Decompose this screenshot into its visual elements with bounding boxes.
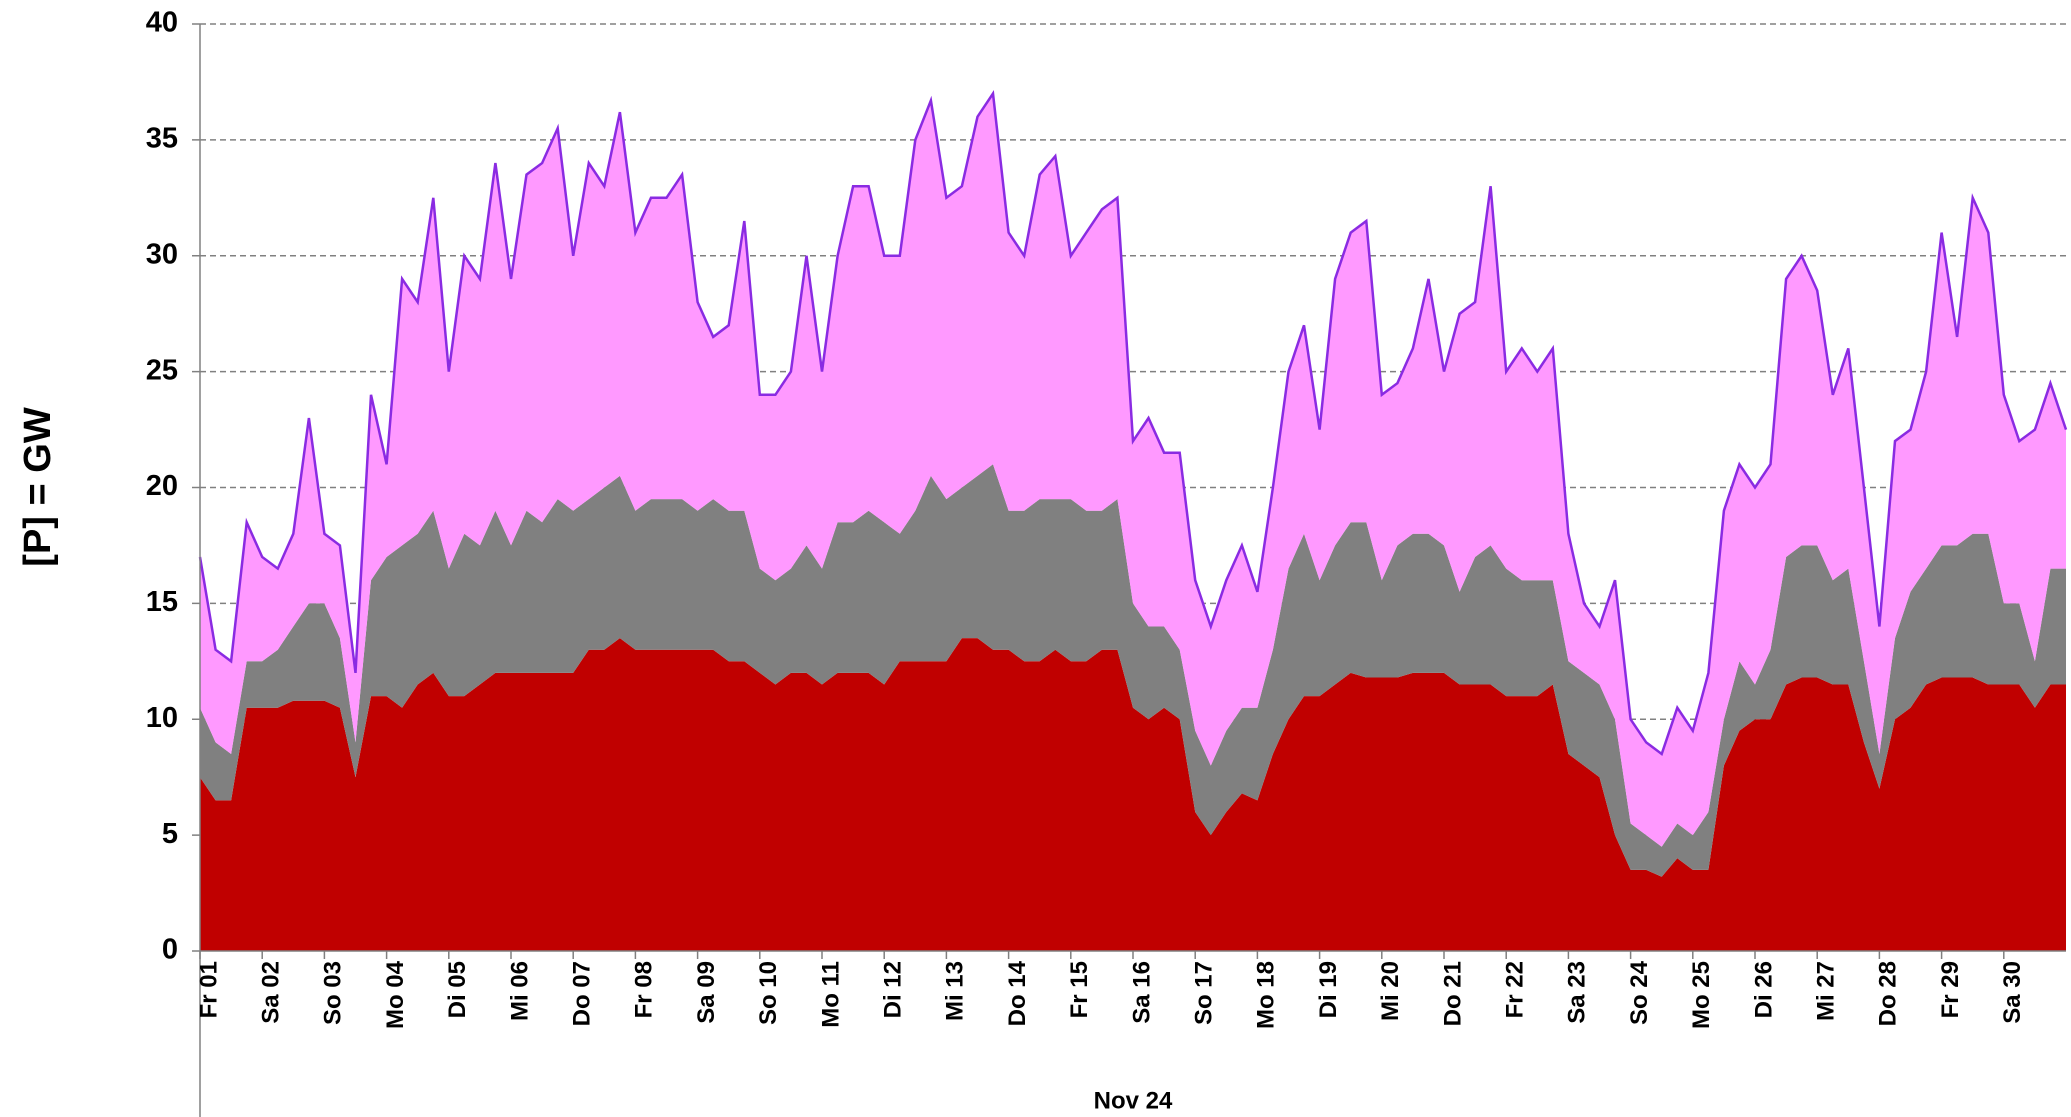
x-tick-label: Fr 29 <box>1937 961 1964 1018</box>
area <box>200 93 2066 847</box>
x-tick-label: Mi 20 <box>1377 961 1404 1021</box>
y-tick-label: 5 <box>162 818 178 850</box>
y-tick-label: 40 <box>146 7 178 39</box>
x-tick-label: Fr 22 <box>1502 961 1529 1018</box>
x-tick-label: Do 28 <box>1875 961 1902 1026</box>
y-tick-label: 30 <box>146 238 178 270</box>
x-tick-label: Do 21 <box>1439 961 1466 1026</box>
x-tick-label: Fr 08 <box>631 961 658 1018</box>
x-tick-label: Mo 25 <box>1688 961 1715 1029</box>
y-tick-label: 15 <box>146 586 178 618</box>
x-tick-label: Mo 11 <box>817 961 844 1028</box>
y-axis-label: [P] = GW <box>17 407 59 567</box>
x-tick-label: Mi 27 <box>1813 961 1840 1021</box>
x-tick-label: So 24 <box>1626 960 1653 1025</box>
x-tick-label: Do 14 <box>1004 960 1031 1026</box>
x-tick-label: Di 12 <box>880 961 907 1018</box>
y-tick-label: 35 <box>146 123 178 155</box>
x-tick-label: Sa 02 <box>258 961 285 1024</box>
x-tick-label: Mi 06 <box>506 961 533 1021</box>
x-group-label: Nov 24 <box>1094 1087 1173 1114</box>
x-tick-label: Sa 23 <box>1564 961 1591 1024</box>
area <box>200 638 2066 951</box>
area <box>200 464 2066 877</box>
y-tick-label: 20 <box>146 470 178 502</box>
x-tick-label: Fr 15 <box>1066 961 1093 1018</box>
x-tick-label: Sa 30 <box>1999 961 2026 1024</box>
y-tick-label: 25 <box>146 354 178 386</box>
x-tick-label: Do 07 <box>569 961 596 1026</box>
x-tick-label: Di 05 <box>444 961 471 1018</box>
x-tick-label: Sa 09 <box>693 961 720 1024</box>
area-edge <box>198 89 2068 757</box>
x-tick-label: So 17 <box>1191 961 1218 1025</box>
x-tick-label: Sa 16 <box>1128 961 1155 1024</box>
x-tick-label: Mi 13 <box>942 961 969 1021</box>
x-tick-label: Di 26 <box>1750 961 1777 1018</box>
x-tick-label: So 03 <box>320 961 347 1025</box>
y-tick-label: 0 <box>162 934 178 966</box>
y-tick-label: 10 <box>146 702 178 734</box>
x-tick-label: Mo 18 <box>1253 961 1280 1029</box>
x-tick-label: So 10 <box>755 961 782 1025</box>
x-tick-label: Di 19 <box>1315 961 1342 1018</box>
x-tick-label: Mo 04 <box>382 960 409 1029</box>
x-tick-label: Fr 01 <box>195 961 222 1018</box>
